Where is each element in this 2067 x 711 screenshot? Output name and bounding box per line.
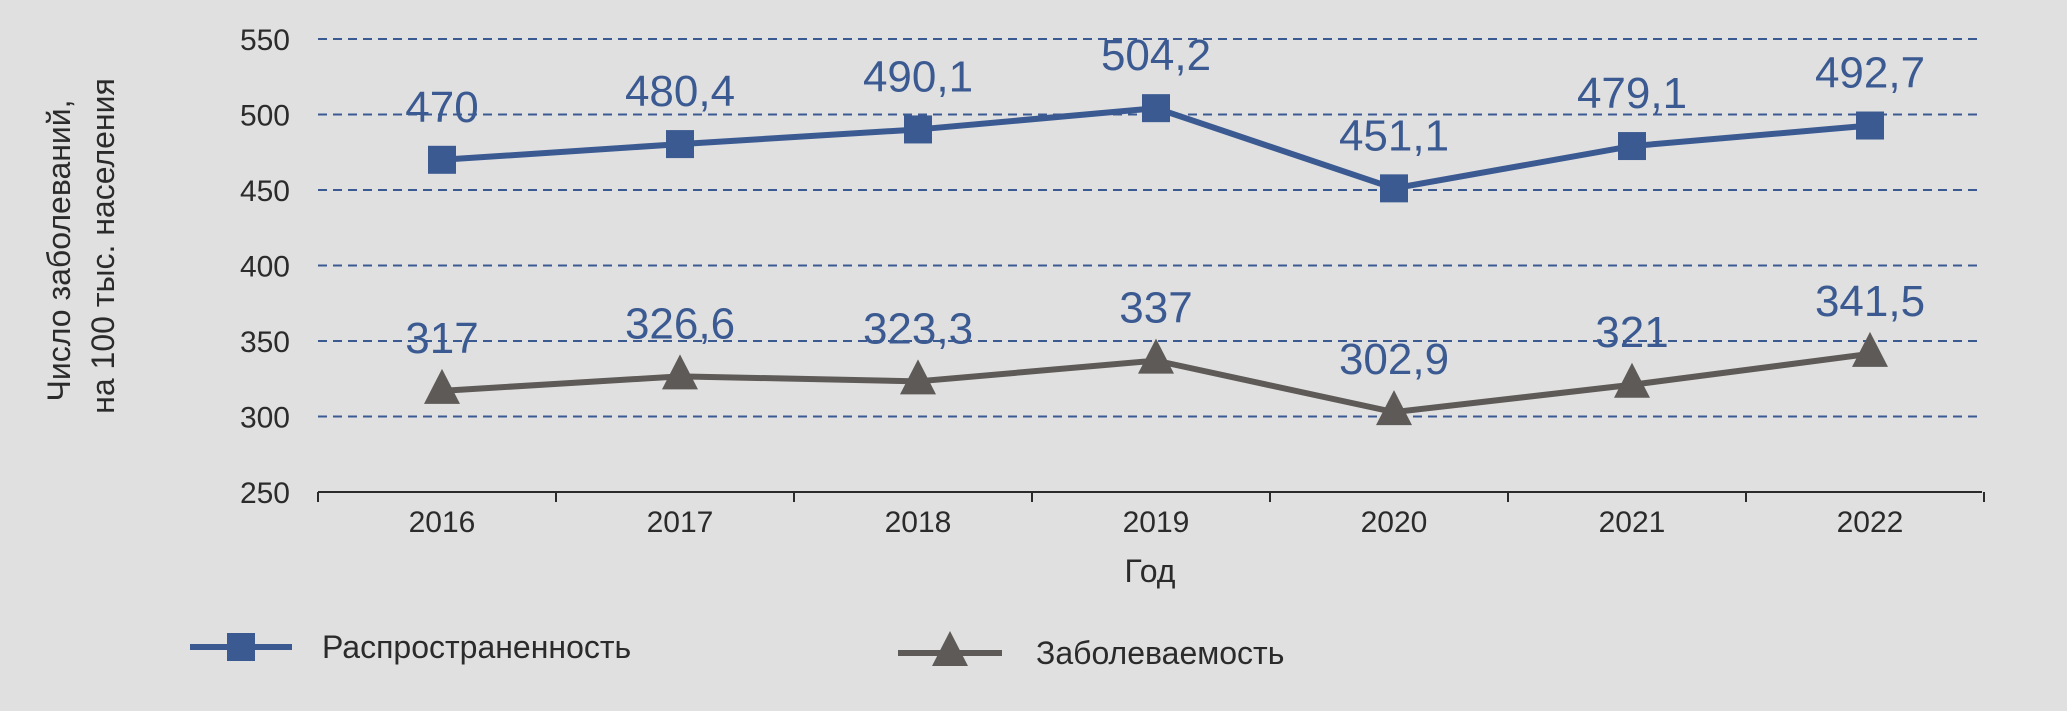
x-axis-ticks: 2016 2017 2018 2019 2020 2021 2022 [317,492,1985,539]
series-group [424,94,1888,426]
marker-square-2016 [428,145,456,174]
legend-label-prevalence: Распространенность [322,629,631,665]
marker-triangle-2022 [1852,331,1888,367]
y-axis-ticks: 250 300 350 400 450 500 550 [240,24,290,510]
data-label-1-2021: 321 [1595,308,1668,357]
marker-triangle-2021 [1614,362,1650,398]
data-label-1-2022: 341,5 [1815,277,1925,326]
x-tick-label-2022: 2022 [1837,506,1904,539]
data-label-0-2021: 479,1 [1577,69,1687,118]
y-axis-title: Число заболеваний, на 100 тыс. населения [41,78,121,414]
marker-triangle-2019 [1138,338,1174,374]
y-tick-label-500: 500 [240,100,290,133]
data-label-0-2017: 480,4 [625,67,735,116]
legend-item-incidence: Заболеваемость [898,631,1284,671]
data-label-0-2016: 470 [405,83,478,132]
legend-label-incidence: Заболеваемость [1036,635,1284,671]
marker-square-2022 [1856,111,1884,140]
y-tick-label-400: 400 [240,251,290,284]
y-tick-label-250: 250 [240,477,290,510]
legend-triangle-marker [932,631,968,666]
marker-square-2017 [666,130,694,159]
x-tick-label-2019: 2019 [1123,506,1190,539]
y-tick-label-450: 450 [240,175,290,208]
data-label-0-2019: 504,2 [1101,31,1211,80]
y-tick-label-300: 300 [240,402,290,435]
marker-square-2018 [904,115,932,144]
marker-triangle-2017 [662,354,698,390]
x-tick-label-2021: 2021 [1599,506,1666,539]
data-labels: 470 480,4 490,1 504,2 451,1 479,1 492,7 317 326,… [405,31,1925,384]
data-label-0-2018: 490,1 [863,52,973,101]
data-label-1-2018: 323,3 [863,304,973,353]
marker-square-2021 [1618,132,1646,161]
data-label-1-2019: 337 [1119,284,1192,333]
marker-triangle-2018 [900,359,936,395]
marker-square-2020 [1380,174,1408,203]
data-label-1-2016: 317 [405,314,478,363]
y-tick-label-350: 350 [240,326,290,359]
data-label-1-2017: 326,6 [625,299,735,348]
marker-triangle-2020 [1376,390,1412,426]
legend-item-prevalence: Распространенность [190,629,631,665]
data-label-0-2022: 492,7 [1815,49,1925,98]
x-tick-label-2016: 2016 [409,506,476,539]
x-tick-label-2018: 2018 [885,506,952,539]
data-label-1-2020: 302,9 [1339,335,1449,384]
y-tick-label-550: 550 [240,24,290,57]
x-tick-label-2020: 2020 [1361,506,1428,539]
marker-square-2019 [1142,94,1170,123]
y-axis-title-line-2: на 100 тыс. населения [85,78,121,414]
legend: Распространенность Заболеваемость [190,629,1284,671]
x-tick-label-2017: 2017 [647,506,714,539]
x-axis-title: Год [1125,553,1176,589]
legend-square-marker [227,633,255,661]
marker-triangle-2016 [424,368,460,404]
data-label-0-2020: 451,1 [1339,111,1449,160]
y-axis-title-line-1: Число заболеваний, [41,99,77,401]
